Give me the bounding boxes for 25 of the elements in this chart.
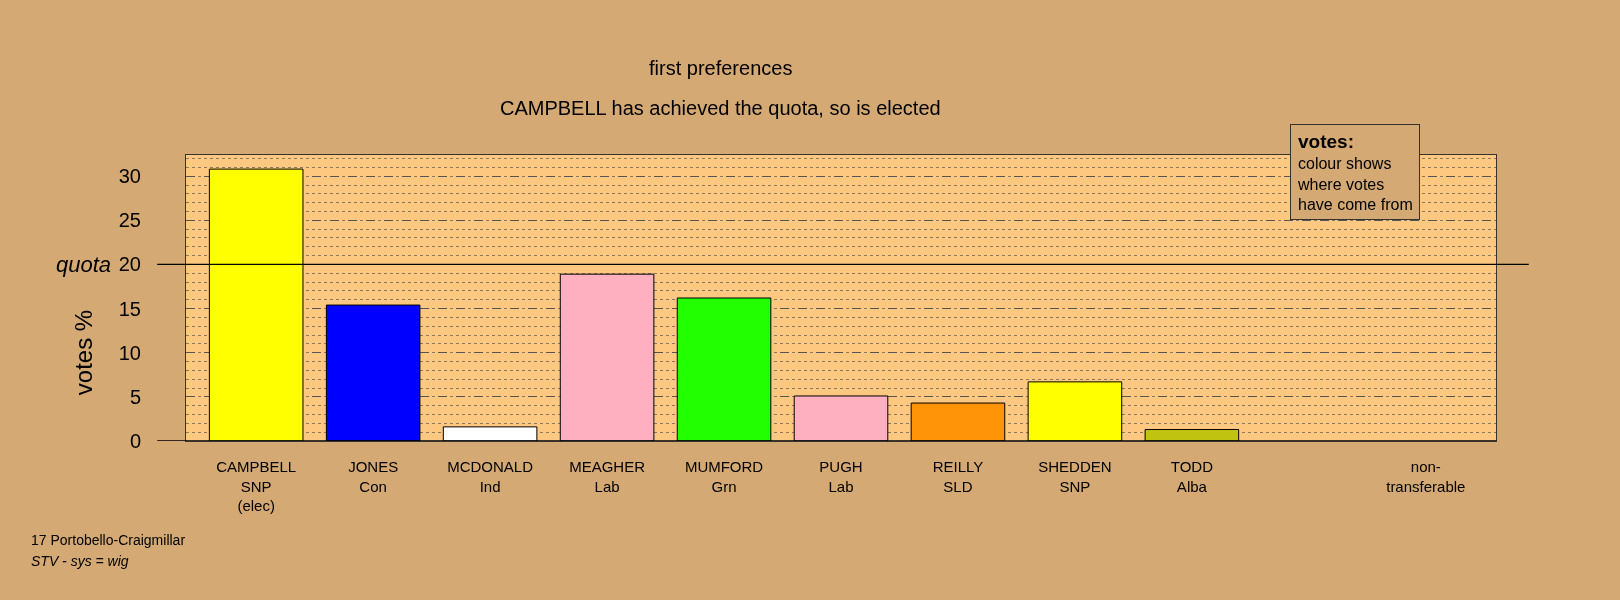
y-tick-label: 25 [118,209,141,232]
ref-line-label: quota [56,252,112,277]
x-tick-label: REILLY SLD [932,458,984,495]
text: votes: [1298,131,1354,152]
y-tick-label: 20 [118,253,141,276]
x-tick-label: TODD Alba [1170,458,1214,495]
x-tick-label: SHEDDEN SNP [1038,458,1112,495]
y-tick-label: 30 [118,165,141,188]
x-tick-label: MCDONALD Ind [447,458,534,495]
y-axis-title: votes % [70,309,98,396]
x-tick-label: MEAGHER Lab [569,458,646,495]
y-tick-label: 0 [129,430,141,452]
text: STV - sys = wig [31,553,129,569]
text: 17 Portobello-Craigmillar [31,532,186,548]
chart-subtitle: CAMPBELL has achieved the quota, so is elected [500,97,941,119]
y-tick-label: 5 [129,385,141,408]
x-tick-label: non- transferable [1386,458,1466,495]
annotation: colour shows where votes have come from [1297,154,1413,214]
x-tick-label: CAMPBELL SNP (elec) [216,458,297,514]
x-tick-label: MUMFORD Grn [684,458,764,495]
x-tick-label: PUGH Lab [819,458,863,495]
y-tick-label: 15 [118,297,141,320]
chart-title: first preferences [649,57,793,79]
x-tick-label: JONES Con [348,458,399,495]
y-tick-label: 10 [118,341,141,364]
